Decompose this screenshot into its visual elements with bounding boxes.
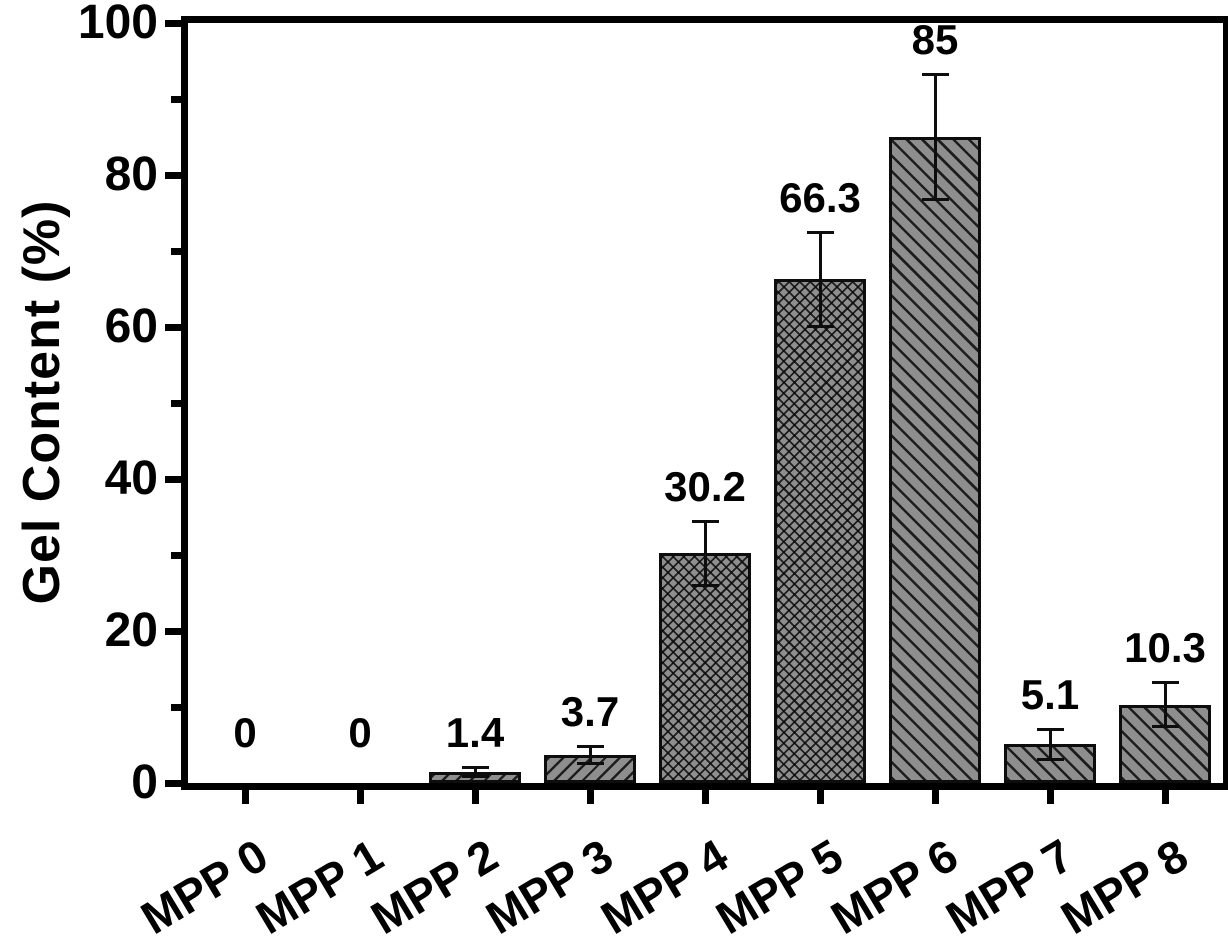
y-major-tick bbox=[165, 171, 182, 179]
error-bar-cap-bottom bbox=[576, 761, 604, 765]
y-minor-tick bbox=[171, 95, 182, 103]
bar-value-label: 10.3 bbox=[1124, 624, 1206, 672]
y-tick-label: 60 bbox=[104, 300, 158, 353]
y-tick-label: 80 bbox=[104, 148, 158, 201]
x-category-label: MPP 4 bbox=[591, 828, 737, 940]
x-tick bbox=[1161, 789, 1169, 804]
bar-value-label: 5.1 bbox=[1020, 670, 1080, 718]
bar-mpp-4 bbox=[659, 553, 751, 783]
error-bar-cap-top bbox=[921, 73, 949, 77]
error-bar-cap-top bbox=[691, 520, 719, 524]
error-bar-line bbox=[1163, 684, 1167, 726]
error-bar-line bbox=[703, 523, 707, 584]
plot-area: 0 0 1.4 3.7 30.2 66.3 85 5.1 10.3 bbox=[181, 16, 1228, 790]
bar-value-label: 3.7 bbox=[560, 688, 620, 736]
error-bar-line bbox=[588, 748, 592, 762]
x-category-label: MPP 3 bbox=[476, 828, 622, 940]
error-bar-line bbox=[818, 233, 822, 325]
error-bar-cap-top bbox=[806, 230, 834, 234]
error-bar-cap-bottom bbox=[1151, 725, 1179, 729]
error-bar-cap-top bbox=[576, 745, 604, 749]
bar-mpp-5 bbox=[774, 279, 866, 783]
error-bar-cap-bottom bbox=[806, 324, 834, 328]
error-bar-cap-bottom bbox=[691, 583, 719, 587]
x-category-label: MPP 0 bbox=[131, 828, 277, 940]
y-minor-tick bbox=[171, 551, 182, 559]
x-tick bbox=[586, 789, 594, 804]
y-minor-tick bbox=[171, 247, 182, 255]
error-bar-line bbox=[1048, 730, 1052, 758]
y-major-tick bbox=[165, 19, 182, 27]
x-tick bbox=[471, 789, 479, 804]
y-major-tick bbox=[165, 779, 182, 787]
bar-value-label: 85 bbox=[911, 16, 959, 64]
error-bar-cap-top bbox=[1151, 681, 1179, 685]
error-bar-cap-top bbox=[1036, 727, 1064, 731]
x-category-label: MPP 1 bbox=[246, 828, 392, 940]
x-tick bbox=[241, 789, 249, 804]
x-category-label: MPP 8 bbox=[1051, 828, 1197, 940]
bar-value-label: 0 bbox=[348, 709, 372, 756]
bar-value-label: 0 bbox=[233, 709, 257, 756]
bars-layer: 0 0 1.4 3.7 30.2 66.3 85 5.1 10.3 bbox=[188, 16, 1223, 783]
y-tick-label: 100 bbox=[77, 0, 158, 49]
y-major-tick bbox=[165, 475, 182, 483]
x-category-label: MPP 7 bbox=[936, 828, 1082, 940]
error-bar-line bbox=[933, 76, 937, 198]
bar-value-label: 66.3 bbox=[779, 173, 861, 221]
bar-value-label: 1.4 bbox=[445, 709, 505, 757]
x-category-label: MPP 2 bbox=[361, 828, 507, 940]
y-tick-label: 20 bbox=[104, 604, 158, 657]
x-tick bbox=[701, 789, 709, 804]
y-minor-tick bbox=[171, 703, 182, 711]
x-tick bbox=[816, 789, 824, 804]
y-tick-label: 40 bbox=[104, 452, 158, 505]
error-bar-cap-bottom bbox=[461, 775, 489, 779]
x-category-label: MPP 5 bbox=[706, 828, 852, 940]
error-bar-cap-bottom bbox=[921, 197, 949, 201]
x-tick bbox=[356, 789, 364, 804]
y-major-tick bbox=[165, 627, 182, 635]
error-bar-line bbox=[473, 769, 477, 776]
bar-mpp-6 bbox=[889, 137, 981, 783]
x-category-label: MPP 6 bbox=[821, 828, 967, 940]
x-tick bbox=[1046, 789, 1054, 804]
error-bar-cap-bottom bbox=[1036, 757, 1064, 761]
y-minor-tick bbox=[171, 399, 182, 407]
error-bar-cap-top bbox=[461, 766, 489, 770]
y-axis-title: Gel Content (%) bbox=[13, 199, 71, 605]
y-tick-label: 0 bbox=[131, 756, 158, 809]
y-major-tick bbox=[165, 323, 182, 331]
x-tick bbox=[931, 789, 939, 804]
bar-value-label: 30.2 bbox=[664, 463, 746, 511]
